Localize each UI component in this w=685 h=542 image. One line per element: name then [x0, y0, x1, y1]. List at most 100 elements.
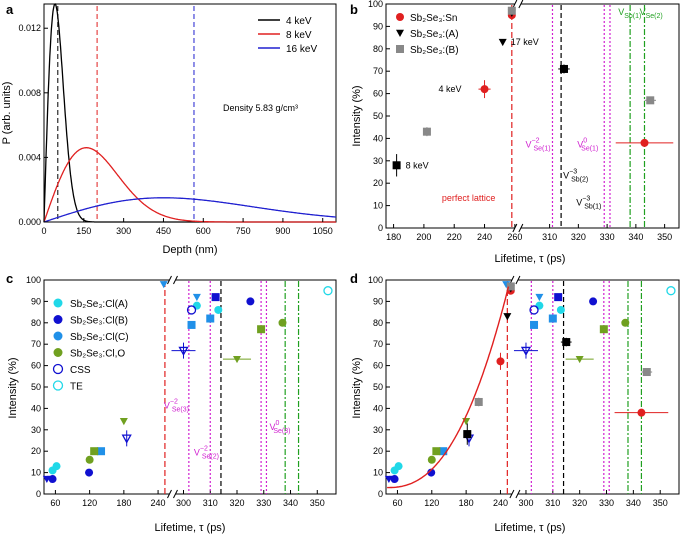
- b-ytick-label: 100: [368, 0, 383, 9]
- d-content-b-point: [562, 338, 571, 347]
- d-content-point: [666, 286, 676, 296]
- b-ytick-label: 10: [373, 201, 383, 211]
- b-ytick-label: 20: [373, 178, 383, 188]
- c-content-xtick-label: 120: [82, 498, 97, 508]
- d-content-ytick-label: 0: [378, 489, 383, 499]
- d-content-point: [520, 346, 532, 356]
- curve-16-keV: [43, 197, 336, 223]
- b-ytick-label: 90: [373, 21, 383, 31]
- d-content-xtick-label: 330: [599, 498, 614, 508]
- legend-label-8-keV: 8 keV: [286, 30, 312, 41]
- d-content-ytick-label: 80: [373, 318, 383, 328]
- c-content-ytick-label: 100: [26, 275, 41, 285]
- a-xtick-label: 150: [76, 226, 91, 236]
- b-label-vsb1-green: VSb(1): [618, 7, 641, 20]
- a-xtick-label: 1050: [313, 226, 333, 236]
- c-label-vse3-minus2: V−2 Se(3): [164, 398, 189, 413]
- c-legend-marker: [53, 331, 63, 341]
- c-content-xtick-label: 180: [116, 498, 131, 508]
- c-content-xtick-label: 330: [256, 498, 271, 508]
- d-content-xtick-label: 60: [392, 498, 402, 508]
- b-ytick-label: 40: [373, 133, 383, 143]
- c-content-xtick-label: 350: [310, 498, 325, 508]
- d-content-point: [556, 305, 565, 314]
- d-content-xtick-label: 340: [626, 498, 641, 508]
- b-label-perfect-lattice: perfect lattice: [442, 193, 496, 203]
- d-content-xtick-label: 240: [493, 498, 508, 508]
- d-content-b-point: [503, 313, 512, 321]
- c-content-point: [119, 418, 128, 426]
- d-content-axis-break: [509, 489, 515, 499]
- d-content-ytick-label: 30: [373, 425, 383, 435]
- d-content-point: [388, 475, 397, 484]
- b-ytick-label: 50: [373, 111, 383, 121]
- b-label-vse2-green: VSe(2): [640, 7, 663, 20]
- panel-d-xlabel: Lifetime, τ (ps): [495, 522, 566, 534]
- b-ytick-label: 60: [373, 89, 383, 99]
- c-legend-label: Sb₂Se₃:Cl,O: [70, 349, 125, 360]
- b-point-sq: [559, 64, 568, 73]
- a-xtick-label: 450: [156, 226, 171, 236]
- fit-curve: [387, 286, 510, 489]
- b-axis-break-bg-top: [514, 1, 521, 7]
- b-axis-break-bg: [514, 225, 521, 231]
- d-content-b-point: [463, 430, 472, 439]
- d-content-xtick-label: 320: [572, 498, 587, 508]
- d-content-point: [535, 301, 544, 310]
- c-content-point: [233, 355, 242, 364]
- c-content-ytick-label: 30: [31, 425, 41, 435]
- c-legend-marker: [52, 363, 64, 375]
- b-ytick-label: 70: [373, 66, 383, 76]
- d-content-axis-break-bg-top: [511, 277, 518, 283]
- panel-a-density-note: Density 5.83 g/cm³: [223, 103, 298, 113]
- panel-b-label: b: [350, 2, 358, 17]
- d-content-point: [535, 293, 544, 302]
- d-content-ytick-label: 70: [373, 339, 383, 349]
- d-content-point: [427, 468, 436, 477]
- d-content-point: [548, 314, 557, 323]
- d-content-xtick-label: 350: [653, 498, 668, 508]
- c-content-point: [85, 468, 94, 477]
- c-label-vse3-zero: V0 Se(3): [269, 420, 290, 435]
- c-content-xtick-label: 320: [229, 498, 244, 508]
- c-content-ytick-label: 50: [31, 382, 41, 392]
- d-content-point: [599, 325, 608, 334]
- c-content-axis-break: [167, 489, 172, 499]
- a-ytick-label: 0.000: [18, 217, 41, 227]
- b-xtick-label: 180: [386, 232, 401, 242]
- b-xtick-label: 240: [477, 232, 492, 242]
- b-ytick-label: 80: [373, 44, 383, 54]
- d-content-point: [589, 297, 598, 306]
- panel-d-ylabel: Intensity (%): [351, 357, 363, 418]
- d-content-b-point: [496, 357, 505, 366]
- b-xtick-label: 330: [600, 232, 615, 242]
- panel-a-label: a: [6, 2, 14, 17]
- c-legend-marker: [53, 298, 63, 308]
- d-content-point: [621, 318, 630, 327]
- d-content-ytick-label: 10: [373, 468, 383, 478]
- b-legend-marker: [396, 29, 404, 37]
- c-legend-label: Sb₂Se₃:Cl(C): [70, 332, 129, 343]
- c-content-point: [257, 325, 266, 334]
- b-ytick-label: 0: [378, 223, 383, 233]
- b-xtick-label: 310: [542, 232, 557, 242]
- c-content-point: [246, 297, 255, 306]
- d-content-ytick-label: 20: [373, 446, 383, 456]
- c-content-axis-break-bg-top: [169, 277, 176, 283]
- c-content-xtick-label: 310: [203, 498, 218, 508]
- d-content-ytick-label: 40: [373, 403, 383, 413]
- d-content-point: [427, 455, 436, 464]
- panel-b-xlabel: Lifetime, τ (ps): [495, 253, 566, 265]
- a-xtick-label: 900: [275, 226, 290, 236]
- c-content-ytick-label: 40: [31, 403, 41, 413]
- b-point-Sn: [480, 85, 489, 94]
- b-label-vse1-zero: V0 Se(1): [577, 137, 598, 152]
- b-axis-break-top: [518, 0, 524, 9]
- c-content-point: [206, 314, 215, 323]
- d-content-b-point: [506, 282, 515, 291]
- d-content-axis-break-bg: [511, 491, 518, 497]
- a-ytick-label: 0.008: [18, 88, 41, 98]
- b-xtick-label: 220: [447, 232, 462, 242]
- c-content-point: [97, 447, 106, 456]
- b-point-B: [507, 6, 516, 15]
